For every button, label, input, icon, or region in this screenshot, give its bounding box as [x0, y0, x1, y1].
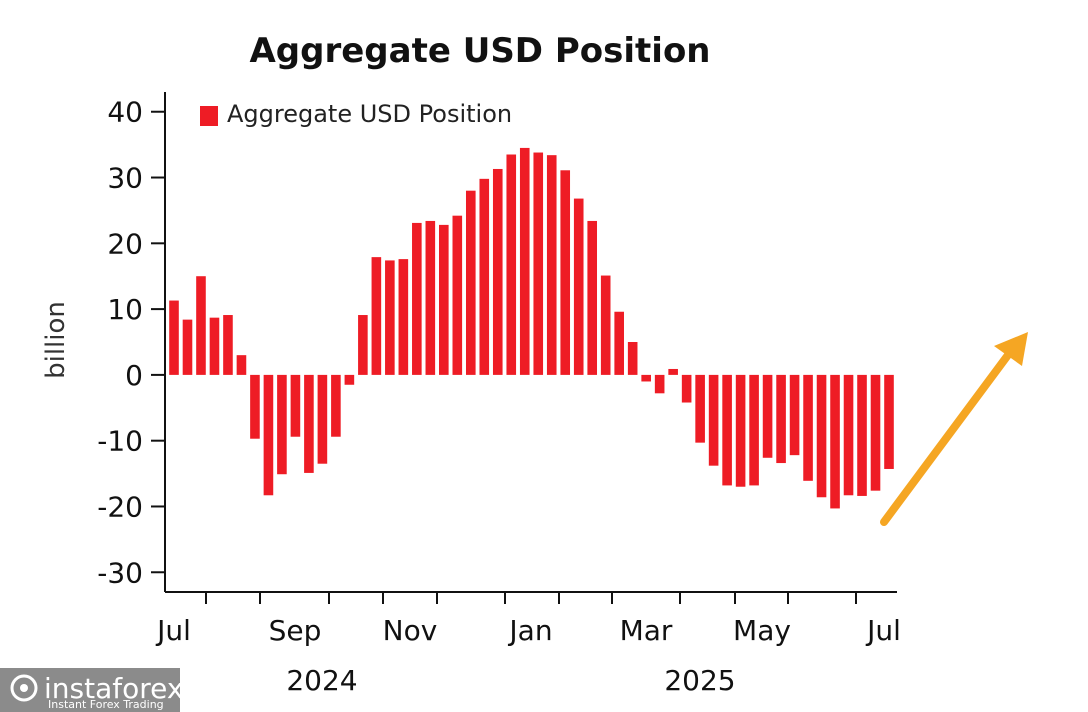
bar-34 — [627, 342, 638, 375]
bar-12 — [331, 374, 341, 437]
bar-31 — [587, 220, 598, 375]
bar-4 — [223, 315, 233, 375]
bar-18 — [412, 222, 422, 375]
bar-53 — [884, 374, 894, 469]
x-axis: Jul Sep Nov Jan Mar May Jul 2024 2025 — [155, 591, 901, 697]
bar-10 — [304, 374, 314, 473]
bar-49 — [830, 374, 840, 509]
x-month-label: Jul — [155, 614, 191, 647]
x-month-label: May — [733, 614, 791, 647]
bar-13 — [344, 374, 355, 385]
chart-title: Aggregate USD Position — [249, 31, 710, 71]
y-axis-label: billion — [41, 301, 71, 379]
y-tick-label: 30 — [107, 162, 143, 195]
bar-42 — [735, 374, 746, 487]
instaforex-watermark: instaforex Instant Forex Trading — [0, 668, 183, 712]
bar-43 — [749, 374, 759, 486]
bar-37 — [668, 368, 678, 375]
bar-20 — [439, 224, 449, 375]
trend-arrow-annotation — [880, 332, 1028, 526]
bar-1 — [182, 319, 193, 375]
bar-30 — [573, 198, 584, 375]
watermark-background — [0, 668, 180, 712]
bar-38 — [681, 374, 692, 403]
bar-7 — [263, 374, 274, 496]
bar-24 — [492, 168, 503, 375]
bar-51 — [857, 374, 867, 496]
bar-8 — [277, 374, 287, 475]
legend-swatch — [200, 106, 218, 126]
y-axis: 40 30 20 10 0 -10 -20 -30 — [97, 92, 166, 592]
bar-52 — [870, 374, 881, 491]
legend-label: Aggregate USD Position — [227, 100, 512, 128]
bar-19 — [425, 220, 436, 375]
bar-16 — [385, 260, 395, 375]
bar-27 — [533, 152, 544, 375]
y-tick-label: 20 — [107, 227, 143, 260]
bar-40 — [708, 374, 719, 466]
bar-26 — [519, 147, 530, 375]
watermark-brand: instaforex — [44, 672, 183, 705]
bar-48 — [816, 374, 827, 498]
bar-47 — [803, 374, 813, 481]
legend: Aggregate USD Position — [200, 100, 512, 128]
trend-arrow-shaft — [880, 351, 1012, 526]
bar-11 — [317, 374, 328, 464]
bar-44 — [762, 374, 773, 458]
x-year-label: 2025 — [664, 664, 735, 697]
bar-9 — [290, 374, 301, 437]
bar-33 — [614, 311, 624, 375]
bar-39 — [695, 374, 705, 443]
bar-17 — [398, 259, 409, 375]
x-month-label: Mar — [620, 614, 673, 647]
bar-0 — [169, 300, 179, 375]
trend-arrow-head — [994, 332, 1028, 366]
bar-36 — [654, 374, 665, 394]
bar-32 — [600, 275, 611, 375]
bar-series — [169, 147, 894, 509]
bar-29 — [560, 170, 571, 375]
y-tick-label: -10 — [97, 425, 143, 458]
x-month-label: Jan — [507, 614, 552, 647]
y-tick-label: 10 — [107, 293, 143, 326]
x-month-label: Jul — [865, 614, 901, 647]
bar-50 — [843, 374, 854, 496]
bar-14 — [358, 315, 368, 375]
x-year-label: 2024 — [286, 664, 357, 697]
watermark-tagline: Instant Forex Trading — [48, 698, 164, 711]
bar-35 — [641, 374, 651, 382]
y-tick-label: -30 — [97, 556, 143, 589]
x-month-label: Nov — [383, 614, 438, 647]
bar-5 — [236, 355, 247, 375]
bar-25 — [506, 154, 517, 375]
bar-2 — [196, 276, 206, 375]
y-tick-label: 0 — [125, 359, 143, 392]
bar-6 — [250, 374, 260, 439]
bar-28 — [546, 155, 557, 375]
bar-3 — [209, 317, 220, 375]
y-tick-label: -20 — [97, 490, 143, 523]
bar-46 — [789, 374, 800, 456]
bar-41 — [722, 374, 732, 486]
bar-15 — [371, 257, 382, 375]
bar-21 — [452, 215, 463, 375]
instaforex-logo-icon — [10, 674, 38, 702]
y-tick-label: 40 — [107, 96, 143, 129]
bar-45 — [776, 374, 786, 464]
bar-23 — [479, 178, 490, 375]
bar-22 — [465, 190, 476, 375]
x-month-label: Sep — [269, 614, 322, 647]
